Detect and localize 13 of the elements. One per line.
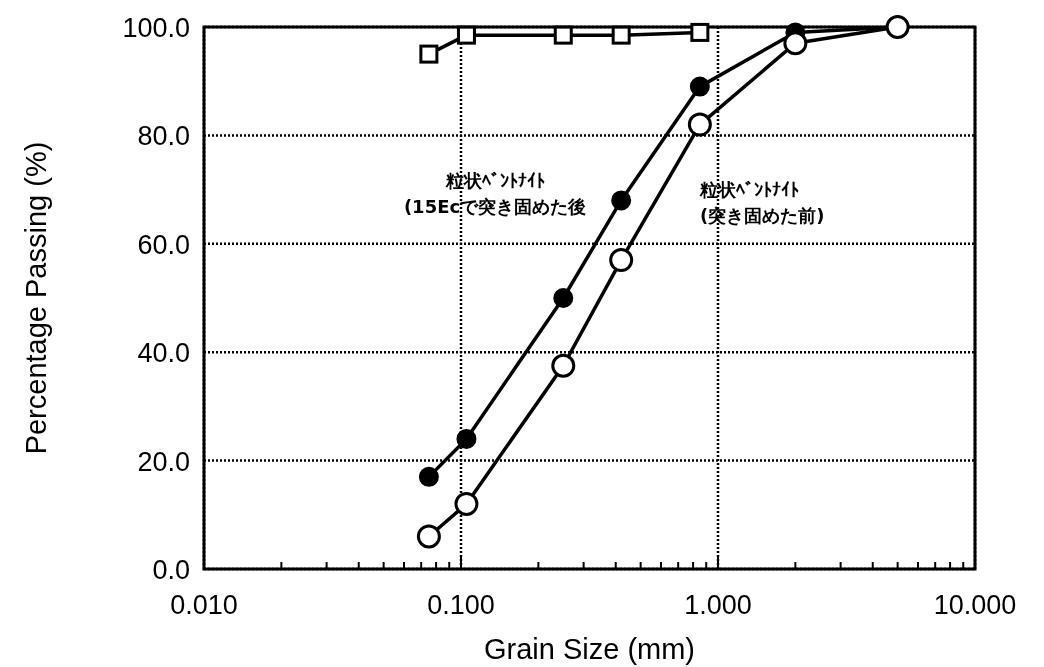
y-tick-label: 100.0 bbox=[122, 13, 190, 43]
y-tick-label: 60.0 bbox=[137, 229, 190, 260]
y-tick-label: 40.0 bbox=[137, 338, 190, 369]
y-axis-title: Percentage Passing (%) bbox=[20, 141, 52, 455]
x-tick-label: 10.000 bbox=[933, 590, 1017, 620]
y-tick-label: 20.0 bbox=[137, 446, 190, 477]
y-tick-label: 0.0 bbox=[152, 555, 190, 585]
x-tick-label: 1.000 bbox=[684, 590, 752, 620]
x-tick-label: 0.100 bbox=[427, 590, 495, 620]
series-label: 粒状ﾍﾞﾝﾄﾅｲﾄ (突き固めた前) bbox=[699, 179, 825, 226]
y-tick-label: 80.0 bbox=[137, 121, 190, 152]
x-axis-title: Grain Size (mm) bbox=[483, 633, 696, 665]
x-tick-label: 0.010 bbox=[170, 590, 238, 620]
